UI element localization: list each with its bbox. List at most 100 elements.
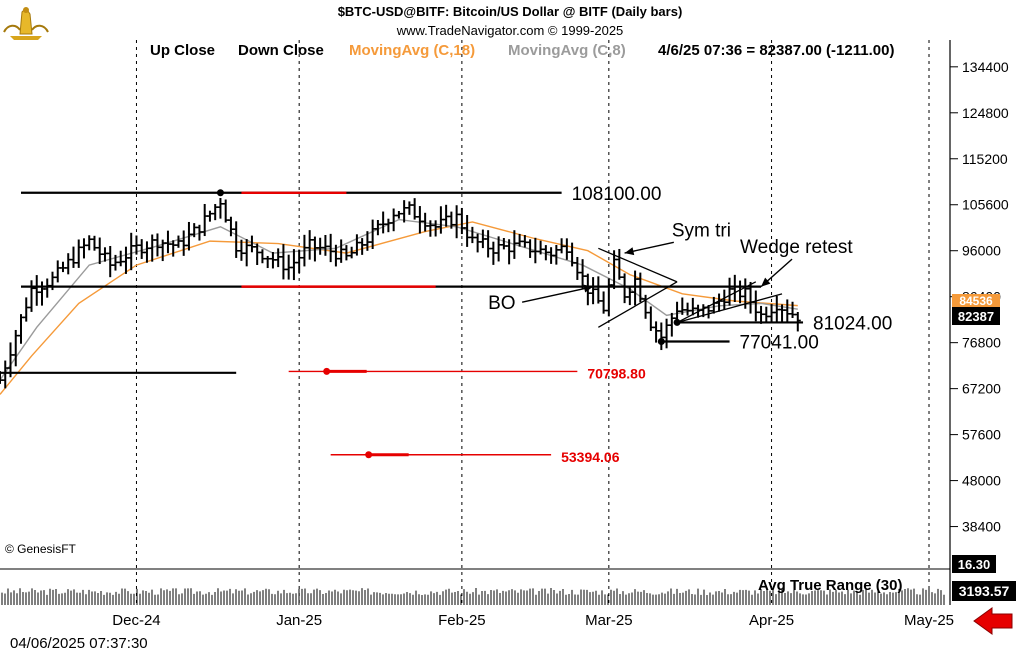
ohlc-bar [653,321,660,343]
y-tick-label: 134400 [962,59,1009,75]
ohlc-bar [479,229,486,249]
ohlc-bar [411,198,418,220]
ohlc-bar [206,210,213,222]
y-tick-label: 38400 [962,519,1001,535]
ohlc-bar [91,235,98,251]
ohlc-bar [758,305,765,324]
x-tick-label: Feb-25 [438,612,486,629]
chart-source-line: www.TradeNavigator.com © 1999-2025 [396,23,624,38]
ohlc-bar [590,277,597,305]
legend-ma8: MovingAvg (C,8) [508,42,626,59]
atr-badge-bg [952,581,1016,601]
ohlc-bar [626,286,633,306]
ohlc-bar [290,249,297,281]
pattern-line [676,281,757,324]
ohlc-bar [789,301,796,319]
atr-layer [0,568,950,605]
ohlc-bar [500,238,507,250]
ohlc-bar [773,295,780,323]
y-tick-layer: 1344001248001152001056009600086400768006… [950,59,1009,535]
ohlc-bar [485,230,492,258]
ohlc-bar [469,226,476,244]
pattern-line [598,247,678,283]
ohlc-bar [117,250,124,267]
ohlc-bar [558,238,565,254]
ohlc-bar [369,219,376,250]
legend-up-close: Up Close [150,42,215,59]
level-label: 77041.00 [740,333,819,354]
ohlc-bar [658,322,665,351]
ohlc-bar [616,248,623,280]
small-value-badge: 16.30 [958,557,991,572]
y-tick-label: 48000 [962,473,1001,489]
chart-title: $BTC-USD@BITF: Bitcoin/US Dollar @ BITF … [338,4,683,19]
red-arrow-icon [973,607,1013,635]
ohlc-bar [296,249,303,274]
pattern-line [676,293,783,324]
pattern-lines-layer: BO Sym tri Wedge retest [216,189,853,346]
annotation-label: BO [488,293,515,314]
annotation-label: Sym tri [672,220,731,241]
x-tick-label: Apr-25 [749,612,794,629]
ohlc-bar [574,256,581,280]
annotation-label: Wedge retest [740,237,853,258]
ohlc-bar [338,239,345,263]
ohlc-bar [322,235,329,256]
ohlc-bar [75,239,82,268]
ohlc-bar [264,255,271,269]
ohlc-bar [395,211,402,219]
x-tick-label: Mar-25 [585,612,633,629]
ma-badge: 84536 [959,294,993,308]
ohlc-bar [406,201,413,215]
y-tick-label: 96000 [962,243,1001,259]
ohlc-bar [70,246,77,268]
annotation-arrowhead [624,247,635,256]
ohlc-bar [768,304,775,322]
ohlc-bar [175,235,182,248]
moving-average-line [0,221,798,395]
ohlc-bar [86,235,93,251]
ohlc-bar [191,223,198,238]
ohlc-bar [317,237,324,255]
moving-average-line [0,218,798,381]
level-label: 70798.80 [587,365,646,381]
level-label: 53394.06 [561,449,620,465]
legend-ma18: MovingAvg (C,18) [349,42,475,59]
ohlc-bar [212,204,219,221]
ohlc-bar [668,312,675,337]
ohlc-bar [107,245,114,278]
level-label: 108100.00 [572,184,662,205]
ohlc-bar [80,238,87,259]
pattern-line [598,281,678,328]
ohlc-bar [553,244,560,265]
grid-layer [135,40,930,605]
ohlc-bar [605,278,612,317]
atr-label: Avg True Range (30) [758,577,902,594]
ohlc-bar [259,249,266,264]
annotation-arrowhead [583,284,594,293]
ohlc-bar [684,302,691,316]
quote-readout: 4/6/25 07:36 = 82387.00 (-1211.00) [658,42,894,59]
level-marker-dot [673,318,681,326]
ohlc-bar [17,314,24,344]
ohlc-bar [563,238,570,260]
price-badge-bg [952,307,1000,325]
ohlc-bar [44,278,51,298]
ohlc-bar [443,204,450,227]
ohlc-bar [275,248,282,268]
ohlc-bar [306,230,313,260]
legend-down-close: Down Close [238,42,324,59]
ohlc-bar [390,208,397,232]
ohlc-bar [763,306,770,324]
atr-value-badge: 3193.57 [959,583,1010,599]
price-bars-layer [0,197,801,389]
ohlc-bar [401,200,408,223]
bull-bear-logo-icon [3,7,49,40]
price-badge: 82387 [958,309,994,324]
ohlc-bar [65,253,72,275]
ohlc-bar [579,259,586,289]
ohlc-bar [474,233,481,253]
level-label: 81024.00 [813,313,892,334]
